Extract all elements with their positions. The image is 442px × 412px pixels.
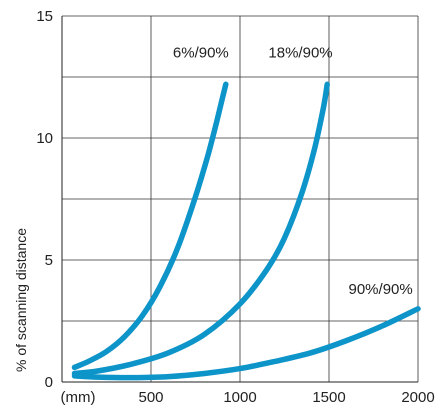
y-tick-label: 15 [36, 8, 53, 25]
y-tick-label: 0 [45, 374, 53, 391]
y-tick-label: 5 [45, 252, 53, 269]
series-label: 18%/90% [268, 44, 332, 61]
series-layer [71, 81, 421, 381]
tick-label-layer: (mm) 500 1000 1500 2000 0 5 10 15 [36, 8, 434, 406]
series-line-3 [71, 306, 421, 381]
series-line-1 [71, 81, 229, 371]
y-tick-label: 10 [36, 130, 53, 147]
series-label-layer: 6%/90% 18%/90% 90%/90% [173, 44, 413, 298]
y-axis-title: % of scanning distance [13, 228, 29, 372]
grid-layer [61, 15, 419, 383]
series-line-2 [71, 81, 330, 377]
series-label: 90%/90% [349, 281, 413, 298]
x-tick-label: 1500 [312, 389, 345, 406]
x-tick-label: (mm) [61, 389, 96, 406]
series-label: 6%/90% [173, 44, 229, 61]
x-tick-label: 1000 [223, 389, 256, 406]
x-tick-label: 500 [138, 389, 163, 406]
x-tick-label: 2000 [401, 389, 434, 406]
